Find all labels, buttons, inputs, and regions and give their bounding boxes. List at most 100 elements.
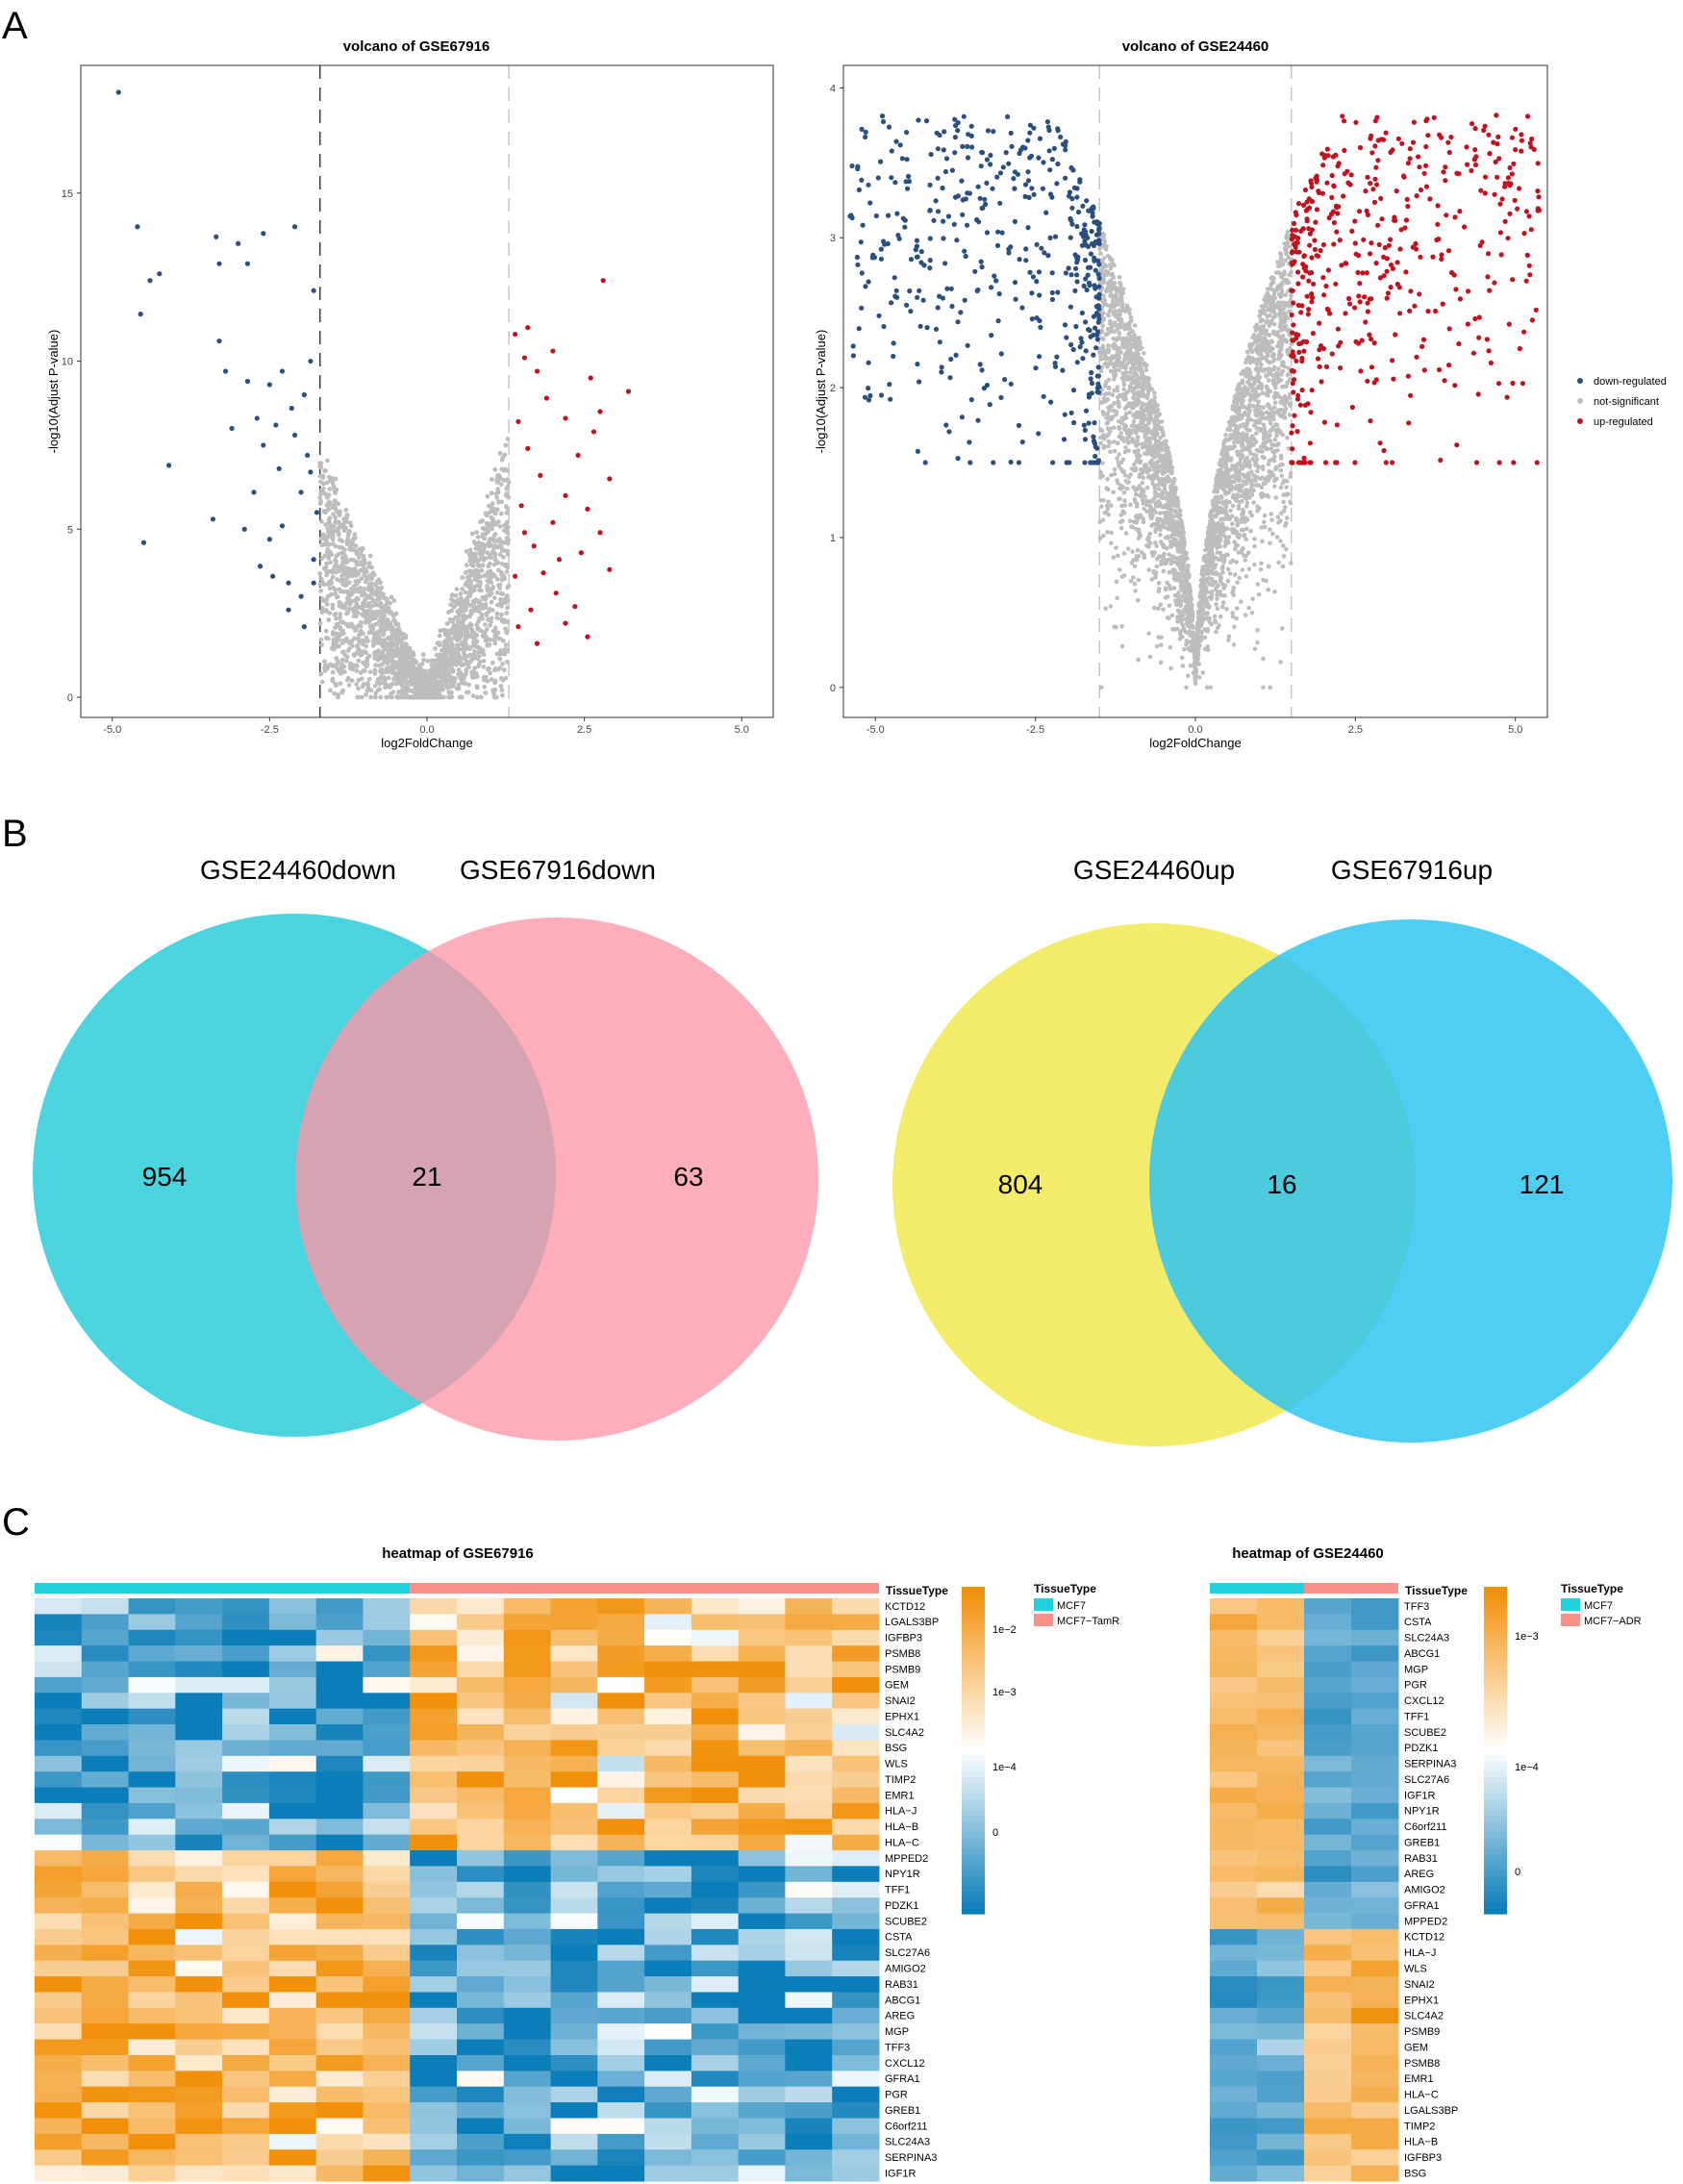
point-not-significant [345,610,351,615]
point-not-significant [1243,558,1247,563]
point-not-significant [358,551,364,557]
point-not-significant [1138,459,1143,464]
point-not-significant [1106,443,1111,449]
point-not-significant [1230,521,1235,526]
point-not-significant [379,618,385,623]
point-not-significant [355,589,361,594]
point-up-regulated [518,503,524,509]
point-not-significant [442,676,448,682]
point-not-significant [360,638,365,643]
point-not-significant [1118,519,1123,525]
point-not-significant [1122,406,1128,411]
point-not-significant [1282,364,1288,369]
point-not-significant [501,478,507,483]
point-not-significant [331,534,336,539]
point-not-significant [413,686,418,690]
point-not-significant [324,609,329,615]
point-not-significant [398,677,404,682]
point-not-significant [1236,550,1242,555]
point-not-significant [358,585,364,590]
point-up-regulated [550,519,556,525]
point-not-significant [1146,631,1151,637]
point-not-significant [1134,403,1139,408]
point-not-significant [492,637,498,642]
point-not-significant [475,535,481,540]
point-not-significant [1232,572,1238,577]
point-not-significant [1285,515,1290,520]
point-not-significant [324,495,330,500]
point-not-significant [372,667,378,673]
point-not-significant [479,567,485,573]
point-not-significant [1289,293,1294,298]
point-not-significant [1110,271,1115,277]
point-not-significant [1260,466,1266,472]
point-not-significant [336,526,341,531]
point-not-significant [1098,440,1103,446]
point-not-significant [1277,302,1283,308]
point-not-significant [1136,577,1142,583]
point-not-significant [473,640,479,645]
point-not-significant [345,675,351,681]
point-not-significant [1097,519,1102,525]
point-not-significant [1171,586,1177,590]
point-not-significant [372,683,378,689]
point-not-significant [450,617,455,623]
point-not-significant [492,531,498,537]
point-not-significant [1250,596,1255,602]
point-up-regulated [521,530,528,536]
point-not-significant [485,626,490,632]
point-not-significant [333,591,339,596]
point-not-significant [440,647,444,653]
point-not-significant [1129,561,1135,565]
point-not-significant [1118,525,1124,531]
point-not-significant [1152,605,1157,611]
point-not-significant [444,621,450,626]
point-not-significant [486,609,491,615]
point-not-significant [472,665,478,670]
point-not-significant [499,457,505,463]
point-not-significant [442,655,448,660]
point-not-significant [1121,573,1127,578]
point-not-significant [479,694,484,700]
point-not-significant [501,667,507,673]
point-down-regulated [241,526,247,532]
volcano-plot-gse24460: volcano of GSE24460 -5.0 -2.5 0.0 2.5 5.0012… [814,38,1667,750]
point-not-significant [1135,598,1141,603]
point-not-significant [1234,615,1239,621]
point-not-significant [498,676,504,681]
panel-label-b: B [2,813,28,855]
point-not-significant [1218,614,1223,619]
point-not-significant [1148,499,1153,504]
point-not-significant [1272,590,1277,594]
point-not-significant [1118,567,1122,572]
point-not-significant [355,637,361,641]
point-not-significant [472,648,477,654]
point-not-significant [1246,354,1251,360]
point-not-significant [343,508,349,513]
point-not-significant [487,637,492,642]
point-not-significant [505,660,510,665]
point-not-significant [477,564,483,568]
point-not-significant [446,690,452,695]
point-not-significant [388,644,393,650]
point-not-significant [372,671,378,676]
point-not-significant [1281,384,1287,389]
point-not-significant [325,636,331,641]
point-not-significant [1266,378,1271,383]
point-not-significant [349,678,355,684]
point-not-significant [431,678,436,684]
point-not-significant [330,574,336,580]
point-not-significant [1261,481,1267,487]
point-not-significant [367,573,372,579]
point-not-significant [1153,526,1159,532]
point-not-significant [1230,611,1235,615]
point-not-significant [494,576,500,582]
point-not-significant [1276,560,1281,565]
point-not-significant [452,657,458,663]
point-not-significant [395,621,401,627]
point-not-significant [338,681,343,687]
point-up-regulated [528,607,534,613]
point-not-significant [336,636,340,641]
point-not-significant [490,501,495,506]
point-not-significant [486,579,491,585]
